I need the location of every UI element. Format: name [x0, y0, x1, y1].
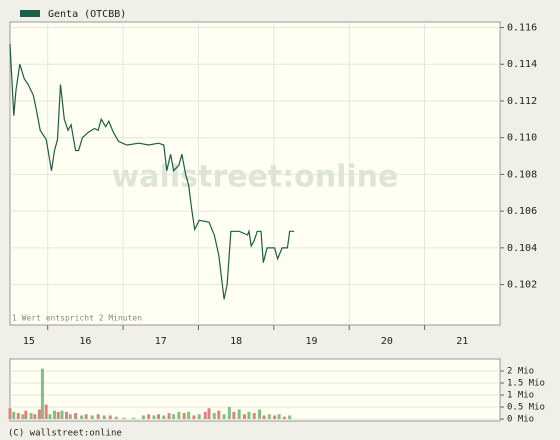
- volume-bar: [227, 407, 231, 420]
- footer: (C) wallstreet:online: [8, 429, 122, 439]
- y-tick-label: 0.104: [507, 243, 537, 254]
- volume-bar: [172, 414, 176, 420]
- volume-bar: [52, 410, 56, 420]
- volume-bar: [187, 411, 191, 420]
- volume-bar: [177, 411, 181, 420]
- watermark: wallstreet:online: [112, 160, 399, 195]
- y-tick-label: 0.5 Mio: [507, 403, 545, 413]
- volume-bar: [12, 411, 16, 420]
- volume-bar: [84, 414, 88, 420]
- volume-bar: [37, 409, 41, 420]
- volume-bar: [222, 414, 226, 420]
- volume-bar: [282, 416, 286, 420]
- volume-bar: [242, 414, 246, 420]
- x-tick-label: 19: [306, 336, 318, 347]
- volume-bar: [21, 414, 25, 420]
- volume-bar: [68, 414, 72, 420]
- volume-bar: [141, 415, 145, 420]
- y-tick-label: 0.116: [507, 23, 537, 34]
- volume-bar: [258, 409, 262, 420]
- volume-bar: [203, 411, 207, 420]
- y-tick-label: 1 Mio: [507, 391, 534, 401]
- x-tick-label: 15: [23, 336, 35, 347]
- volume-bar: [102, 415, 106, 420]
- volume-bar: [288, 415, 292, 420]
- volume-bar: [96, 414, 100, 420]
- volume-bar: [267, 414, 271, 420]
- volume-bar: [217, 410, 221, 420]
- x-tick-label: 20: [381, 336, 393, 347]
- volume-bar: [65, 411, 69, 420]
- volume-bar: [207, 408, 211, 420]
- volume-bar: [167, 413, 171, 420]
- volume-bar: [90, 415, 94, 420]
- volume-bar: [33, 414, 37, 420]
- volume-bar: [122, 417, 126, 420]
- volume-bar: [48, 414, 52, 420]
- x-tick-label: 16: [79, 336, 91, 347]
- y-tick-label: 0 Mio: [507, 415, 534, 425]
- volume-bar: [232, 411, 236, 420]
- volume-bar: [277, 414, 281, 420]
- volume-bar: [56, 411, 60, 420]
- volume-bar: [80, 415, 84, 420]
- volume-bar: [192, 415, 196, 420]
- y-tick-label: 0.114: [507, 59, 537, 70]
- legend-swatch: [20, 10, 40, 17]
- y-tick-label: 0.110: [507, 133, 537, 144]
- y-tick-label: 0.102: [507, 280, 537, 291]
- volume-bar: [44, 404, 48, 420]
- y-tick-label: 1.5 Mio: [507, 379, 545, 389]
- volume-bar: [74, 413, 78, 420]
- volume-bar: [197, 414, 201, 420]
- volume-bar: [147, 414, 151, 420]
- volume-bar: [40, 368, 44, 420]
- price-line: [9, 43, 295, 300]
- volume-bar: [16, 413, 20, 420]
- volume-bar: [162, 415, 166, 420]
- volume-bar: [273, 415, 277, 420]
- volume-bar: [60, 410, 64, 420]
- note: 1 Wert entspricht 2 Minuten: [12, 314, 142, 323]
- x-tick-label: 21: [456, 336, 468, 347]
- volume-bar: [24, 410, 28, 420]
- volume-bar: [29, 413, 33, 420]
- volume-bar: [157, 414, 161, 420]
- price-plot: [9, 21, 501, 326]
- y-tick-label: 0.108: [507, 169, 537, 180]
- volume-bar: [114, 416, 118, 420]
- volume-bar: [247, 411, 251, 420]
- volume-bar: [182, 413, 186, 420]
- volume-bar: [237, 409, 241, 420]
- volume-plot: [9, 358, 501, 422]
- y-tick-label: 0.112: [507, 96, 537, 107]
- volume-bar: [108, 415, 112, 420]
- volume-bar: [152, 415, 156, 420]
- y-tick-label: 2 Mio: [507, 367, 534, 377]
- legend-label: Genta (OTCBB): [48, 9, 126, 20]
- x-tick-label: 18: [230, 336, 242, 347]
- y-tick-label: 0.106: [507, 206, 537, 217]
- x-tick-label: 17: [155, 336, 167, 347]
- volume-bar: [212, 413, 216, 420]
- volume-bar: [252, 413, 256, 420]
- volume-bar: [8, 408, 12, 420]
- volume-bar: [132, 417, 136, 420]
- volume-bar: [262, 415, 266, 420]
